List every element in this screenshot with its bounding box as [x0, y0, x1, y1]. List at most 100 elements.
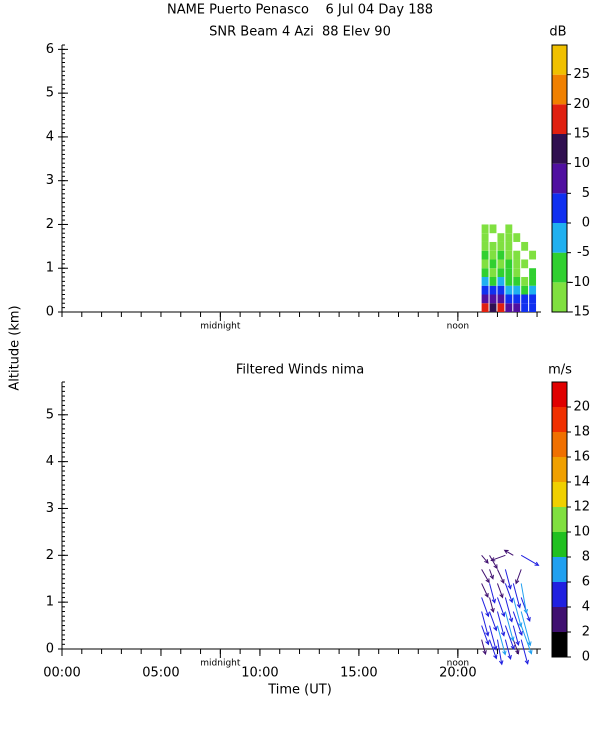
colorbar-tick-label: 5 — [582, 186, 590, 201]
colorbar-segment — [552, 532, 567, 557]
y-tick-label: 3 — [46, 173, 54, 188]
colorbar-tick-label: 15 — [573, 127, 590, 142]
wind-vector — [481, 569, 490, 584]
heatmap-cell — [481, 233, 489, 242]
y-tick-label: 4 — [46, 454, 54, 469]
heatmap-cell — [505, 250, 513, 260]
heatmap-cell — [497, 241, 505, 251]
heatmap-cell — [513, 268, 521, 277]
wind-vector — [481, 611, 490, 637]
colorbar-tick-label: 8 — [582, 550, 590, 565]
wind-vector — [489, 625, 498, 651]
heatmap-cell — [505, 268, 513, 277]
colorbar-segment — [552, 582, 567, 607]
heatmap-cell — [489, 259, 497, 269]
heatmap-cell — [513, 294, 521, 304]
heatmap-cell — [513, 259, 521, 269]
chart-title: NAME Puerto Penasco 6 Jul 04 Day 188 — [167, 3, 433, 18]
wind-vector — [520, 625, 533, 655]
annotation-label: midnight — [200, 659, 241, 669]
colorbar-segment — [552, 193, 567, 223]
heatmap-cell — [489, 268, 497, 277]
heatmap-cell — [505, 241, 513, 251]
colorbar-segment — [552, 557, 567, 582]
y-axis-label: Altitude (km) — [8, 305, 23, 390]
x-axis-label: Time (UT) — [267, 683, 332, 698]
wind-vector — [481, 554, 489, 564]
wind-vector — [520, 583, 529, 615]
heatmap-cell — [481, 276, 489, 286]
heatmap-cell — [481, 303, 489, 312]
heatmap-cell — [481, 224, 489, 234]
y-tick-label: 0 — [46, 642, 54, 657]
heatmap-cell — [521, 276, 529, 286]
wind-vector — [481, 625, 490, 646]
colorbar-segment — [552, 45, 567, 75]
colorbar-segment — [552, 252, 567, 283]
colorbar-segment — [552, 482, 567, 507]
heatmap-cell — [513, 250, 521, 260]
heatmap-cell — [489, 294, 497, 304]
wind-vector — [504, 583, 514, 604]
annotation-label: midnight — [200, 322, 241, 332]
heatmap-cell — [529, 276, 537, 286]
x-tick-label: 10:00 — [241, 666, 278, 681]
colorbar-segment — [552, 104, 567, 134]
colorbar-tick-label: 4 — [582, 600, 590, 615]
wind-vector — [496, 611, 506, 637]
wind-vector — [481, 639, 487, 656]
colorbar-tick-label: 25 — [573, 67, 590, 82]
colorbar-tick-label: 2 — [582, 625, 590, 640]
heatmap-cell — [505, 259, 513, 269]
wind-vector — [490, 554, 506, 562]
heatmap-cell — [505, 224, 513, 234]
wind-vector — [489, 597, 495, 614]
y-tick-label: 5 — [46, 86, 54, 101]
colorbar-segment — [552, 407, 567, 432]
colorbar-segment — [552, 134, 567, 164]
colorbar-segment — [552, 282, 567, 312]
colorbar-tick-label: 6 — [582, 575, 590, 590]
wind-vector — [497, 569, 505, 584]
heatmap-cell — [505, 233, 513, 242]
colorbar-segment — [552, 507, 567, 532]
colorbar-tick-label: 14 — [573, 475, 590, 490]
colorbar-segment — [552, 223, 567, 253]
panel-title: Filtered Winds nima — [236, 363, 364, 378]
wind-vector — [481, 583, 489, 599]
wind-vector — [489, 569, 494, 580]
x-tick-label: 20:00 — [439, 666, 476, 681]
wind-vector — [489, 639, 498, 660]
heatmap-cell — [489, 241, 497, 251]
annotation-label: noon — [447, 659, 469, 669]
heatmap-cell — [481, 294, 489, 304]
heatmap-cell — [489, 303, 497, 312]
wind-vector — [512, 597, 523, 628]
wind-vector — [496, 639, 504, 666]
heatmap-cell — [497, 250, 505, 260]
wind-vector — [503, 549, 514, 556]
y-tick-label: 2 — [46, 217, 54, 232]
colorbar-tick-label: 16 — [573, 450, 590, 465]
y-tick-label: 0 — [46, 305, 54, 320]
colorbar-tick-label: 0 — [582, 216, 590, 231]
wind-vector — [504, 625, 515, 651]
colorbar-segment — [552, 432, 567, 457]
wind-vector — [520, 611, 532, 647]
wind-vector — [512, 611, 523, 637]
heatmap-cell — [529, 250, 537, 260]
heatmap-cell — [521, 303, 529, 312]
wind-vector — [520, 554, 540, 566]
colorbar-segment — [552, 382, 567, 407]
heatmap-cell — [505, 303, 513, 312]
colorbar-label: m/s — [548, 363, 572, 378]
y-tick-label: 1 — [46, 595, 54, 610]
x-tick-label: 00:00 — [43, 666, 80, 681]
heatmap-cell — [489, 250, 497, 260]
wind-vector — [504, 569, 512, 590]
wind-vector — [496, 625, 507, 656]
colorbar-tick-label: 12 — [573, 500, 590, 515]
y-tick-label: 4 — [46, 129, 54, 144]
